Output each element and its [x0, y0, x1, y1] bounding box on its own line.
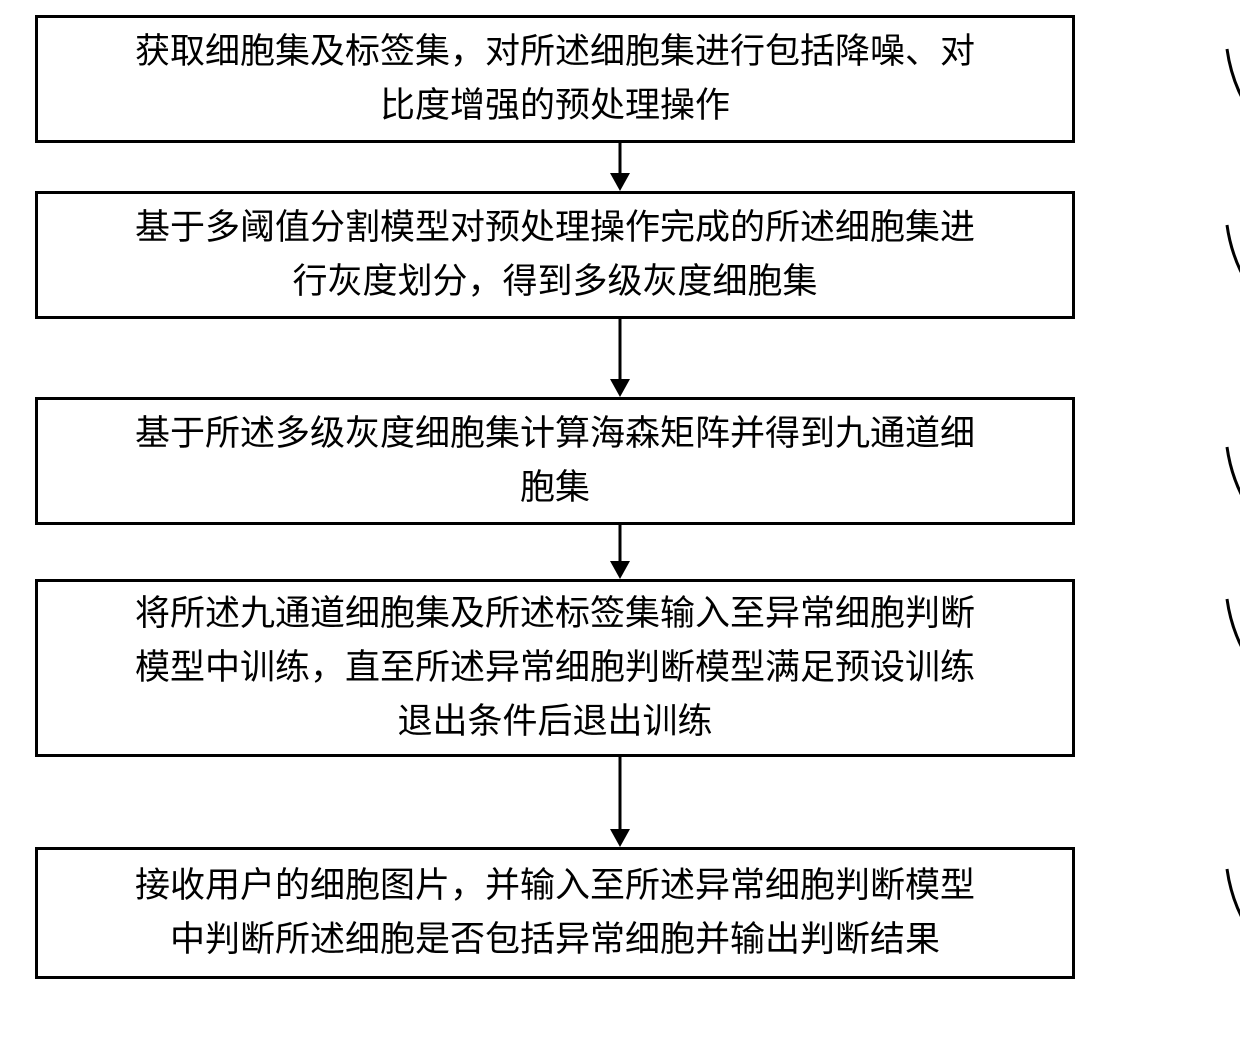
step-s2-container: 基于多阈值分割模型对预处理操作完成的所述细胞集进 行灰度划分，得到多级灰度细胞集… — [35, 191, 1205, 319]
bracket-curve-icon — [1225, 445, 1240, 549]
arrow-icon — [600, 525, 640, 579]
bracket-curve-icon — [1225, 867, 1240, 971]
step-s3-text: 基于所述多级灰度细胞集计算海森矩阵并得到九通道细 胞集 — [135, 407, 975, 516]
step-s3-label-wrap: S3 — [1225, 445, 1240, 549]
step-s3-box: 基于所述多级灰度细胞集计算海森矩阵并得到九通道细 胞集 — [35, 397, 1075, 525]
arrow-icon — [600, 143, 640, 191]
step-s4-text: 将所述九通道细胞集及所述标签集输入至异常细胞判断 模型中训练，直至所述异常细胞判… — [135, 587, 975, 750]
step-s1-box: 获取细胞集及标签集，对所述细胞集进行包括降噪、对 比度增强的预处理操作 — [35, 15, 1075, 143]
step-s1-text: 获取细胞集及标签集，对所述细胞集进行包括降噪、对 比度增强的预处理操作 — [135, 25, 975, 134]
step-s5-text: 接收用户的细胞图片，并输入至所述异常细胞判断模型 中判断所述细胞是否包括异常细胞… — [135, 859, 975, 968]
bracket-curve-icon — [1225, 223, 1240, 327]
flowchart-container: 获取细胞集及标签集，对所述细胞集进行包括降噪、对 比度增强的预处理操作 S1 基… — [35, 15, 1205, 979]
step-s4-box: 将所述九通道细胞集及所述标签集输入至异常细胞判断 模型中训练，直至所述异常细胞判… — [35, 579, 1075, 757]
step-s5-container: 接收用户的细胞图片，并输入至所述异常细胞判断模型 中判断所述细胞是否包括异常细胞… — [35, 847, 1205, 979]
step-s5-box: 接收用户的细胞图片，并输入至所述异常细胞判断模型 中判断所述细胞是否包括异常细胞… — [35, 847, 1075, 979]
bracket-curve-icon — [1225, 597, 1240, 701]
step-s1-container: 获取细胞集及标签集，对所述细胞集进行包括降噪、对 比度增强的预处理操作 S1 — [35, 15, 1205, 143]
step-s3-container: 基于所述多级灰度细胞集计算海森矩阵并得到九通道细 胞集 S3 — [35, 397, 1205, 525]
step-s4-container: 将所述九通道细胞集及所述标签集输入至异常细胞判断 模型中训练，直至所述异常细胞判… — [35, 579, 1205, 757]
step-s5-label-wrap: S5 — [1225, 867, 1240, 971]
step-s2-label-wrap: S2 — [1225, 223, 1240, 327]
step-s2-box: 基于多阈值分割模型对预处理操作完成的所述细胞集进 行灰度划分，得到多级灰度细胞集 — [35, 191, 1075, 319]
step-s2-text: 基于多阈值分割模型对预处理操作完成的所述细胞集进 行灰度划分，得到多级灰度细胞集 — [135, 201, 975, 310]
step-s1-label-wrap: S1 — [1225, 47, 1240, 151]
arrow-icon — [600, 319, 640, 397]
step-s4-label-wrap: S4 — [1225, 597, 1240, 701]
arrow-icon — [600, 757, 640, 847]
bracket-curve-icon — [1225, 47, 1240, 151]
